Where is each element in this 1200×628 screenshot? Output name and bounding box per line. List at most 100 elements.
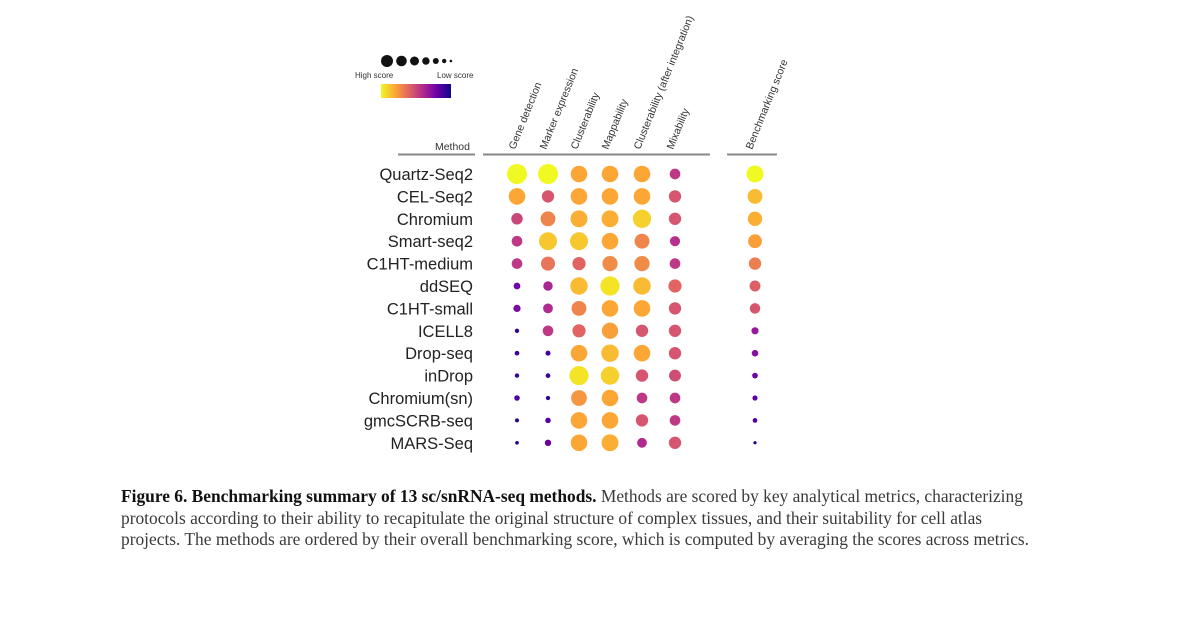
score-dot	[513, 304, 521, 313]
score-dot	[570, 344, 588, 362]
score-dot	[633, 300, 651, 317]
score-dot	[545, 395, 551, 401]
score-dot	[601, 232, 619, 250]
score-dot	[601, 210, 619, 228]
method-label: C1HT-small	[387, 300, 473, 318]
benchmark-score-dot	[749, 303, 761, 314]
benchmark-score-dot	[748, 234, 762, 249]
size-legend-dot	[432, 58, 439, 64]
score-dot	[637, 437, 647, 448]
color-scale-bar	[381, 84, 451, 98]
benchmarking-score-label: Benchmarking score	[744, 58, 791, 151]
score-dot	[511, 213, 523, 225]
score-dot	[542, 325, 554, 337]
size-legend-dot	[381, 55, 393, 67]
metric-label: Mappability	[600, 97, 631, 151]
benchmark-score-dot	[752, 418, 758, 423]
score-dot	[632, 209, 652, 228]
benchmark-score-dot	[753, 441, 757, 445]
score-dot	[635, 324, 649, 337]
benchmark-score-dot	[749, 280, 761, 292]
score-dot	[601, 412, 619, 429]
score-dot	[507, 164, 527, 184]
score-dot	[668, 347, 682, 360]
size-legend-dot	[449, 59, 453, 63]
benchmark-score-dot	[747, 188, 763, 204]
method-label: Chromium	[397, 211, 473, 229]
caption-text: Methods are scored by key analytical met…	[121, 486, 1030, 549]
score-dot	[669, 168, 681, 180]
benchmark-score-dot	[748, 257, 762, 270]
score-dot	[569, 366, 589, 386]
method-label: Smart-seq2	[388, 233, 473, 251]
score-dot	[601, 188, 619, 205]
metric-label: Mixability	[665, 106, 693, 151]
score-dot	[571, 300, 587, 316]
score-dot	[633, 277, 651, 295]
size-legend-dot	[422, 57, 430, 65]
metric-label: Clusterability	[569, 90, 603, 151]
score-dot	[545, 350, 551, 356]
score-dot	[540, 211, 556, 227]
score-dot	[601, 322, 619, 339]
score-dot	[600, 366, 620, 385]
score-dot	[540, 256, 556, 271]
score-dot	[543, 281, 553, 291]
method-label: Quartz-Seq2	[379, 166, 473, 184]
score-dot	[570, 434, 588, 452]
score-dot	[602, 255, 618, 272]
score-dot	[541, 190, 555, 203]
size-legend-dots	[381, 55, 453, 67]
benchmark-score-dot	[751, 349, 759, 357]
score-dot	[514, 418, 520, 423]
legend-low-score-label: Low score	[437, 71, 474, 80]
score-dot	[515, 440, 519, 445]
dot-matrix-chart: High score Low score Method Gene detecti…	[355, 14, 791, 453]
score-dot	[601, 344, 619, 362]
benchmark-score-dot	[746, 165, 764, 183]
method-label: Drop-seq	[405, 345, 473, 363]
score-dot	[570, 210, 588, 228]
score-dot	[514, 328, 520, 333]
metric-label: Gene detection	[507, 80, 545, 151]
method-label: inDrop	[424, 368, 473, 386]
score-dot	[633, 188, 651, 205]
method-column-header: Method	[435, 141, 470, 153]
score-dots	[507, 164, 764, 452]
score-dot	[545, 373, 551, 378]
score-dot	[601, 165, 619, 183]
score-dot	[600, 276, 620, 296]
score-dot	[570, 165, 588, 183]
method-labels: Quartz-Seq2 CEL-Seq2 Chromium Smart-seq2 C1H…	[364, 166, 473, 453]
score-dot	[634, 233, 650, 249]
score-dot	[572, 257, 586, 271]
score-dot	[511, 258, 523, 269]
score-dot	[601, 300, 619, 317]
score-dot	[572, 324, 586, 338]
score-dot	[668, 212, 682, 225]
score-dot	[570, 277, 588, 295]
method-label: gmcSCRB-seq	[364, 412, 473, 430]
score-dot	[636, 392, 648, 404]
score-dot	[513, 282, 521, 290]
score-dot	[538, 164, 558, 184]
method-label: Chromium(sn)	[368, 390, 473, 408]
score-dot	[634, 255, 650, 272]
method-label: C1HT-medium	[367, 256, 473, 274]
metric-label: Clusterability (after integration)	[632, 14, 697, 151]
figure-caption: Figure 6. Benchmarking summary of 13 sc/…	[121, 486, 1041, 551]
score-dot	[571, 390, 587, 406]
score-dot	[633, 165, 651, 183]
benchmark-score-dot	[751, 327, 759, 335]
score-dot	[601, 434, 619, 452]
score-dot	[669, 258, 681, 269]
method-label: MARS-Seq	[390, 435, 473, 453]
legend-high-score-label: High score	[355, 71, 394, 80]
score-dot	[570, 232, 588, 251]
score-dot	[544, 439, 552, 446]
score-dot	[669, 236, 681, 247]
score-dot	[508, 188, 526, 205]
score-dot	[601, 389, 619, 407]
score-dot	[668, 436, 682, 449]
